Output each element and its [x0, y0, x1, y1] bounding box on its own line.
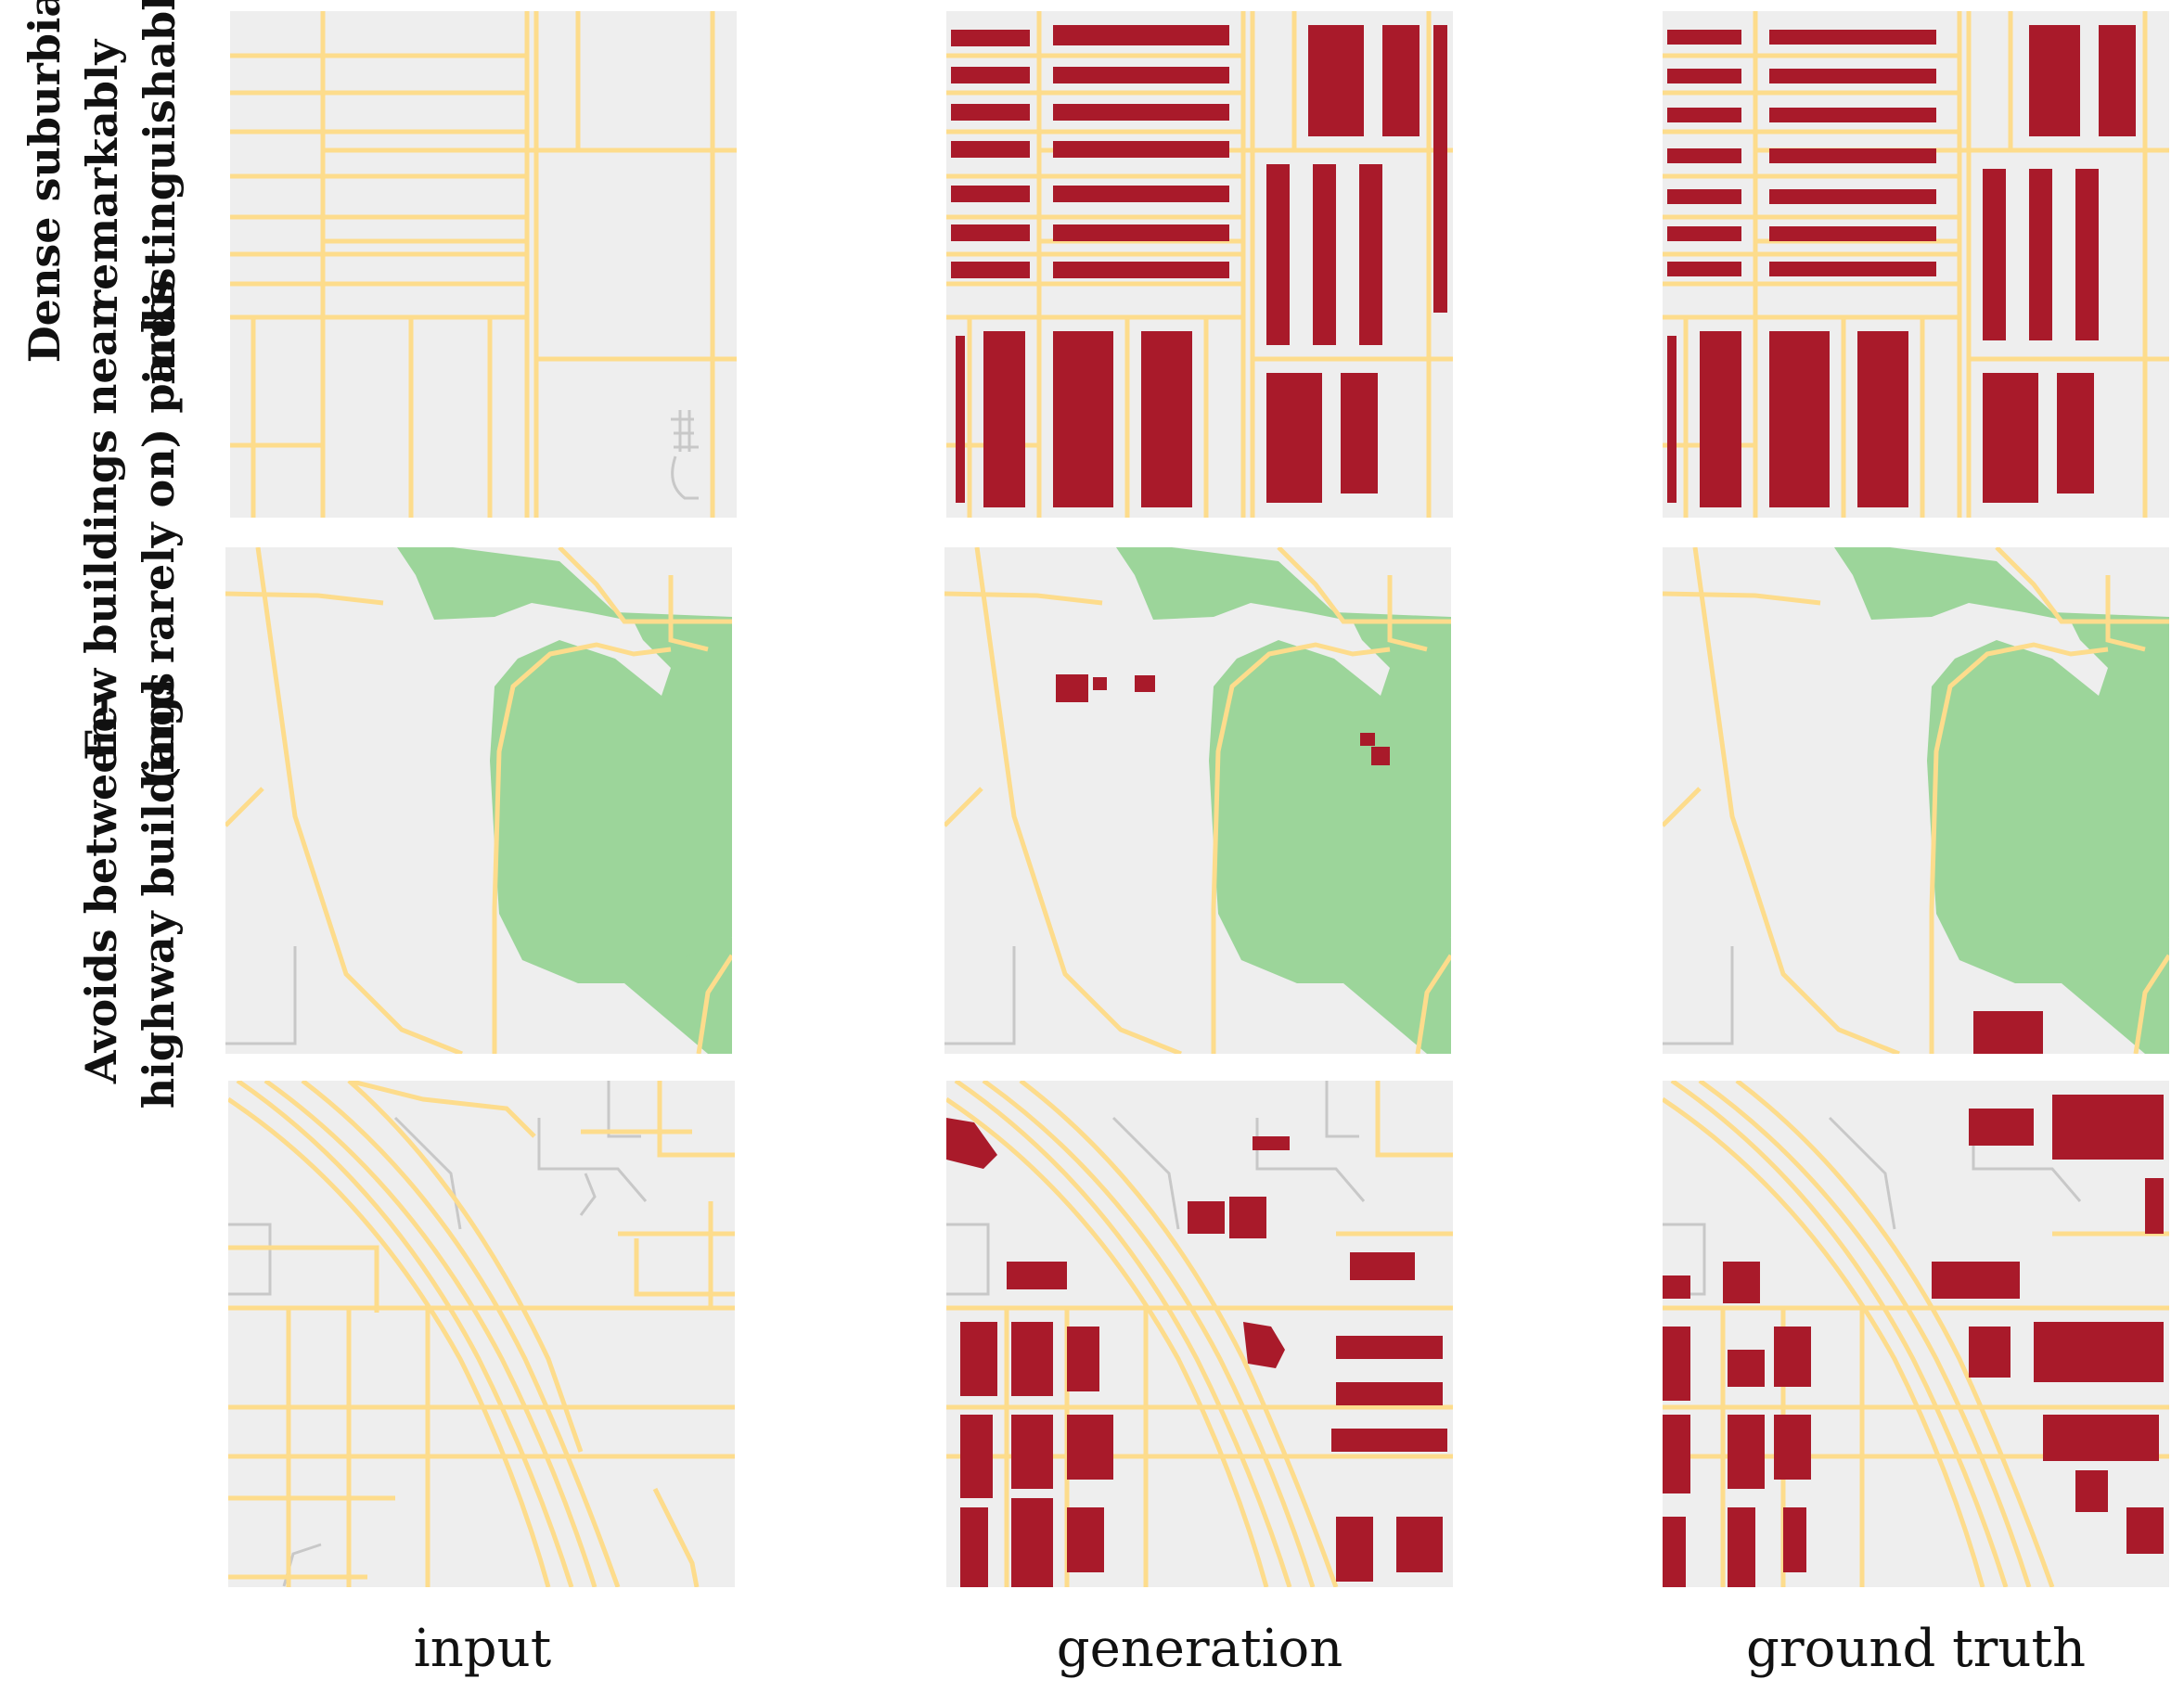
map-row3-generation [946, 1081, 1453, 1587]
column-label-input: input [413, 1619, 552, 1679]
minor-roads [944, 946, 1016, 1045]
map-row3-input [228, 1081, 735, 1587]
buildings [1663, 1095, 2164, 1587]
row-label-1-line-1: Dense suburbia [19, 0, 70, 364]
panel-row3-generation [946, 1081, 1453, 1587]
buildings [1056, 674, 1390, 765]
minor-roads [225, 946, 297, 1045]
buildings [946, 1118, 1447, 1587]
panel-row1-generation [946, 11, 1453, 518]
building [1973, 1011, 2043, 1054]
map-row3-ground-truth [1663, 1081, 2169, 1587]
panel-row1-ground-truth [1663, 11, 2169, 518]
buildings [951, 25, 1447, 507]
column-label-generation: generation [1056, 1619, 1343, 1679]
buildings [1667, 25, 2136, 507]
road-network [225, 547, 732, 1054]
map-row2-ground-truth [1663, 547, 2169, 1054]
panel-row3-input [228, 1081, 735, 1587]
road-network [1663, 547, 2169, 1054]
minor-roads [228, 1081, 648, 1587]
road-network [228, 1081, 735, 1587]
column-label-ground-truth: ground truth [1745, 1619, 2087, 1679]
map-row2-generation [944, 547, 1451, 1054]
panel-row2-ground-truth [1663, 547, 2169, 1054]
park-area [397, 547, 732, 983]
panel-row1-input [230, 11, 737, 518]
minor-roads [671, 410, 699, 500]
panel-row2-generation [944, 547, 1451, 1054]
road-network [230, 11, 737, 518]
map-row2-input [225, 547, 732, 1054]
map-row1-ground-truth [1663, 11, 2169, 518]
road-network [944, 547, 1451, 1054]
park-area [1116, 547, 1451, 983]
park-area [1834, 547, 2169, 983]
minor-roads [1663, 946, 1734, 1045]
map-row1-input [230, 11, 737, 518]
panel-row3-ground-truth [1663, 1081, 2169, 1587]
row-label-3-line-1: Avoids between- [76, 697, 126, 1084]
map-row1-generation [946, 11, 1453, 518]
panel-row2-input [225, 547, 732, 1054]
road-network [1663, 11, 2169, 518]
minor-roads [946, 1081, 1366, 1296]
row-label-3-line-2: highway buildings [134, 672, 184, 1109]
